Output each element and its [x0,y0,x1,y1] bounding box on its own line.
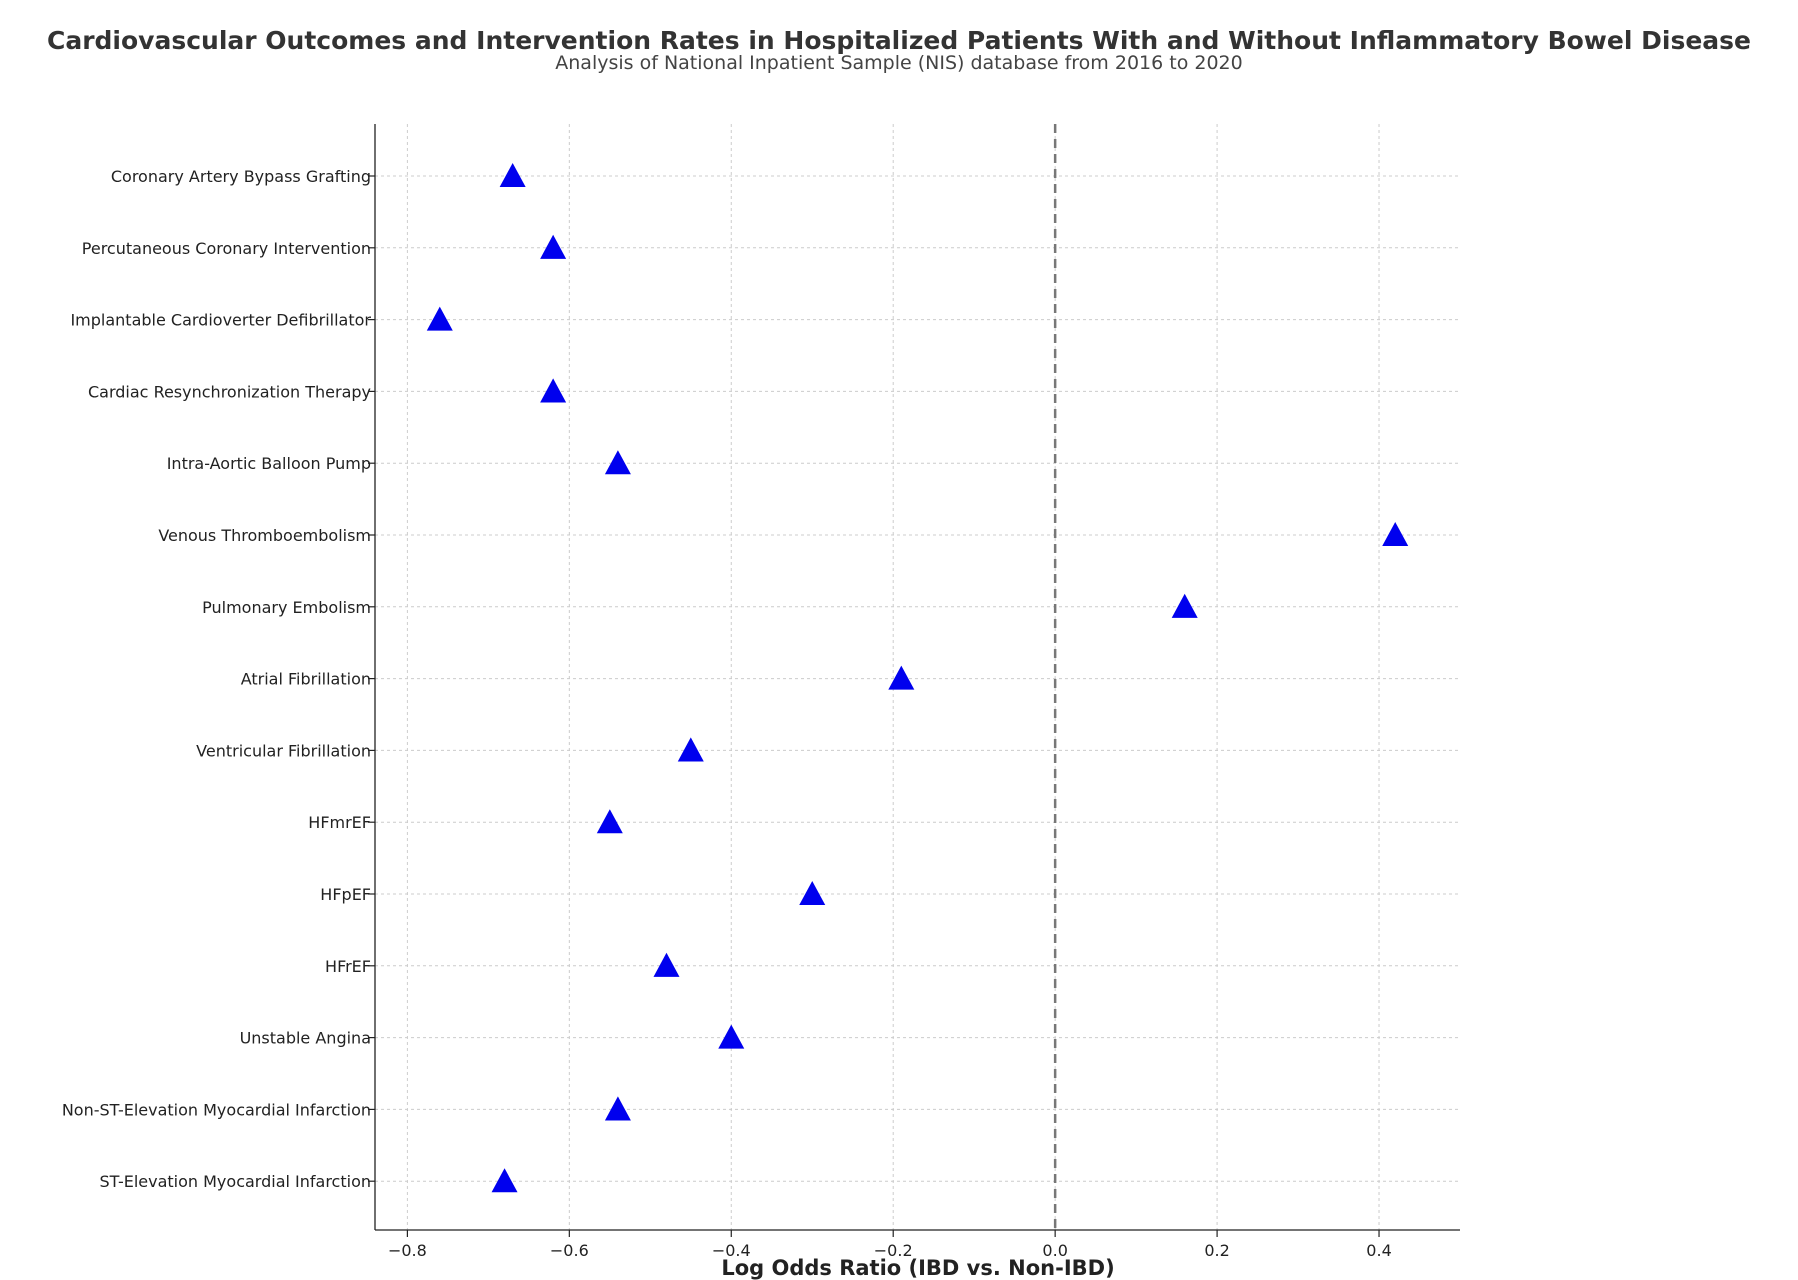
x-axis-label: Log Odds Ratio (IBD vs. Non-IBD) [721,1256,1114,1280]
y-tick-label: Cardiac Resynchronization Therapy [88,382,371,401]
y-tick-label: ST-Elevation Myocardial Infarction [99,1172,371,1191]
y-tick-label: HFrEF [325,957,371,976]
data-point-triangle [426,306,453,331]
data-point-triangle [799,881,826,906]
data-point-triangle [888,665,915,690]
data-point-triangle [499,163,526,188]
data-point-triangle [604,450,631,475]
x-tick-label: −0.2 [874,1241,913,1260]
data-point-triangle [718,1024,745,1049]
x-tick-labels: −0.8 −0.6 −0.4 −0.2 0.0 0.2 0.4 [388,1241,1392,1260]
y-tick-labels: Coronary Artery Bypass Grafting Percutane… [62,167,372,1191]
data-point-triangle [540,378,567,403]
x-tick-label: 0.0 [1042,1241,1067,1260]
y-tick-label: Intra-Aortic Balloon Pump [167,454,371,473]
y-tick-label: Ventricular Fibrillation [196,741,371,760]
y-tick-label: Venous Thromboembolism [158,526,371,545]
y-tick-label: HFpEF [320,885,371,904]
y-tick-label: Unstable Angina [240,1029,371,1048]
data-point-triangle [604,1096,631,1121]
x-tick-label: 0.2 [1204,1241,1229,1260]
y-tick-label: Coronary Artery Bypass Grafting [111,167,371,186]
y-tick-label: Non-ST-Elevation Myocardial Infarction [62,1100,371,1119]
data-point-triangle [491,1168,518,1193]
data-point-triangle [677,737,704,762]
y-tick-label: Percutaneous Coronary Intervention [82,239,371,258]
x-tick-label: −0.6 [550,1241,589,1260]
grid-lines [375,124,1460,1230]
chart-title: Cardiovascular Outcomes and Intervention… [46,26,1751,55]
data-point-triangle [596,809,623,834]
data-point-triangle [1382,522,1409,547]
x-tick-label: 0.4 [1366,1241,1391,1260]
data-point-triangle [653,952,680,977]
y-tick-label: Implantable Cardioverter Defibrillator [70,311,371,330]
data-points [426,163,1409,1193]
x-tick-label: −0.8 [388,1241,427,1260]
axes [368,124,1460,1237]
chart-subtitle: Analysis of National Inpatient Sample (N… [555,52,1243,74]
y-tick-label: Pulmonary Embolism [202,598,371,617]
data-point-triangle [1171,593,1198,618]
x-tick-label: −0.4 [712,1241,751,1260]
data-point-triangle [540,234,567,259]
y-tick-label: HFmrEF [308,813,371,832]
y-tick-label: Atrial Fibrillation [241,670,371,689]
